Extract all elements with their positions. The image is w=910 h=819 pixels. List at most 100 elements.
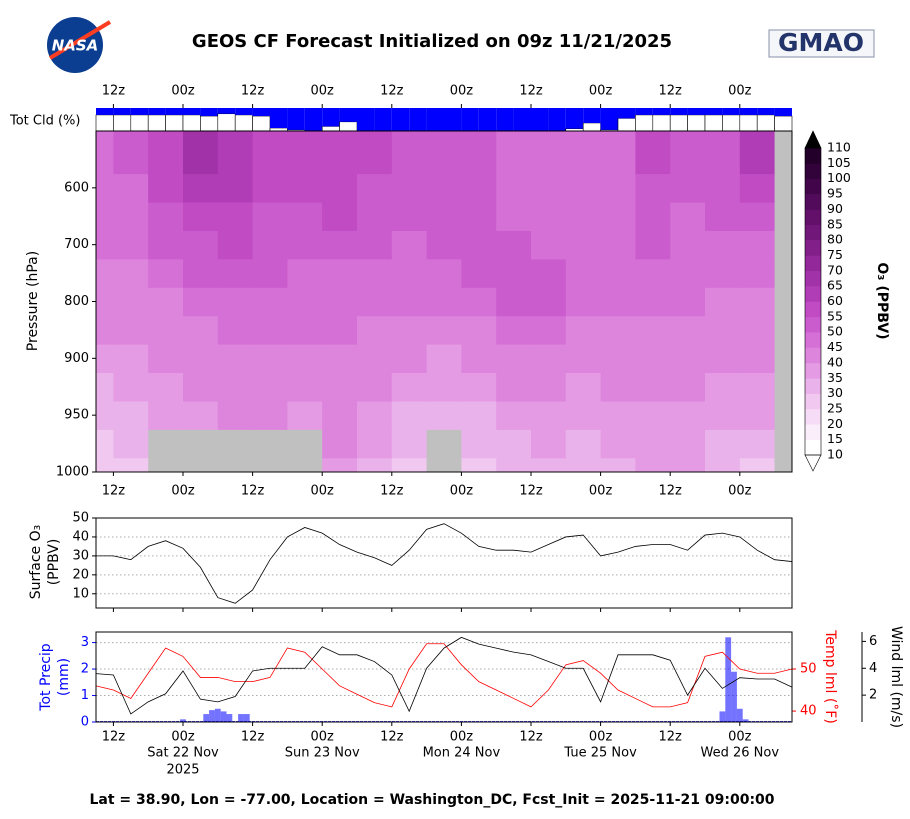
clear-sky xyxy=(739,114,758,132)
gmao-box xyxy=(768,29,875,58)
contour-cell xyxy=(670,457,706,473)
clear-sky xyxy=(582,122,601,132)
colorbar-tick-label: 65 xyxy=(827,278,843,293)
missing-cell xyxy=(774,344,793,374)
contour-cell xyxy=(322,131,358,175)
contour-cell xyxy=(357,457,393,473)
contour-cell xyxy=(217,202,254,231)
colorbar-tick-label: 110 xyxy=(827,140,851,155)
contour-cell xyxy=(739,287,776,317)
bar xyxy=(270,108,288,129)
bar xyxy=(774,108,792,117)
clear-sky xyxy=(95,114,114,132)
contour-cell xyxy=(600,258,636,288)
missing-cell xyxy=(252,429,288,459)
contour-cell xyxy=(705,400,741,430)
contour-cell xyxy=(600,287,636,317)
contour-cell xyxy=(426,344,462,374)
contour-cell xyxy=(287,131,323,175)
contour-cell xyxy=(600,372,636,402)
line xyxy=(95,636,793,715)
contour-cell xyxy=(113,258,149,288)
y2-tick-label: 40 xyxy=(800,704,817,719)
x-tick-label: 12z xyxy=(241,84,265,99)
contour-cell xyxy=(148,173,184,203)
contour-cell xyxy=(496,400,532,430)
contour-cell xyxy=(635,400,671,430)
contour-cell xyxy=(739,344,776,374)
y-tick-label: 600 xyxy=(64,180,89,195)
contour-cell xyxy=(461,230,497,260)
colorbar-bin xyxy=(805,301,821,318)
contour-cell xyxy=(705,173,741,203)
x-tick-label: 00z xyxy=(589,730,613,745)
contour-cell xyxy=(635,131,671,175)
contour-cell xyxy=(670,429,706,459)
y-tick-label: 2 xyxy=(81,662,89,677)
contour-cell xyxy=(183,173,219,203)
contour-cell xyxy=(96,372,114,402)
precip-bar xyxy=(719,711,726,722)
nasa-logo: NASA xyxy=(47,17,112,73)
contour-cell xyxy=(739,131,776,175)
bar xyxy=(148,108,166,115)
contour-cell xyxy=(322,230,358,260)
colorbar-bin xyxy=(805,393,821,410)
clear-sky xyxy=(687,114,706,132)
contour-cell xyxy=(600,344,636,374)
colorbar-bin xyxy=(805,194,821,210)
contour-cell xyxy=(531,287,567,317)
missing-cell xyxy=(217,429,254,459)
bar xyxy=(600,108,618,130)
contour-cell xyxy=(113,457,149,473)
contour-cell xyxy=(148,372,184,402)
contour-cell xyxy=(322,315,358,345)
missing-cell xyxy=(774,372,793,402)
contour-cell xyxy=(565,287,602,317)
colorbar-tick-label: 20 xyxy=(827,416,843,431)
contour-cell xyxy=(635,344,671,374)
contour-cell xyxy=(96,457,114,473)
contour-cell xyxy=(426,230,462,260)
contour-cell xyxy=(113,131,149,175)
precip-bar xyxy=(731,671,737,722)
contour-cell xyxy=(461,315,497,345)
missing-cell xyxy=(183,457,219,473)
contour-cell xyxy=(635,372,671,402)
contour-cell xyxy=(565,173,602,203)
missing-cell xyxy=(183,429,219,459)
colorbar-bin xyxy=(805,240,821,256)
contour-cell xyxy=(670,131,706,175)
y-tick-label: 0 xyxy=(81,715,89,730)
contour-cell xyxy=(531,258,567,288)
bar xyxy=(165,108,183,115)
contour-cell xyxy=(391,429,428,459)
contour-cell xyxy=(670,344,706,374)
contour-cell xyxy=(531,202,567,231)
contour-cell xyxy=(531,429,567,459)
precip-bar xyxy=(238,714,244,722)
contour-cell xyxy=(183,287,219,317)
contour-cell xyxy=(391,287,428,317)
contour-cell xyxy=(322,457,358,473)
missing-cell xyxy=(426,429,462,459)
y-tick-label: 950 xyxy=(64,408,89,423)
x-tick-label: 00z xyxy=(311,84,335,99)
missing-cell xyxy=(287,457,323,473)
bar xyxy=(409,108,427,131)
contour-cell xyxy=(252,202,288,231)
precip-bar xyxy=(725,637,732,722)
missing-cell xyxy=(148,457,184,473)
contour-cell xyxy=(739,429,776,459)
contour-cell xyxy=(705,429,741,459)
bar xyxy=(670,108,688,115)
chart-title: GEOS CF Forecast Initialized on 09z 11/2… xyxy=(192,31,672,52)
clear-sky xyxy=(182,114,201,132)
contour-cell xyxy=(217,230,254,260)
clear-sky xyxy=(217,113,236,132)
bar xyxy=(757,108,775,115)
contour-cell xyxy=(391,131,428,175)
contour-cell xyxy=(252,400,288,430)
contour-cell xyxy=(252,258,288,288)
